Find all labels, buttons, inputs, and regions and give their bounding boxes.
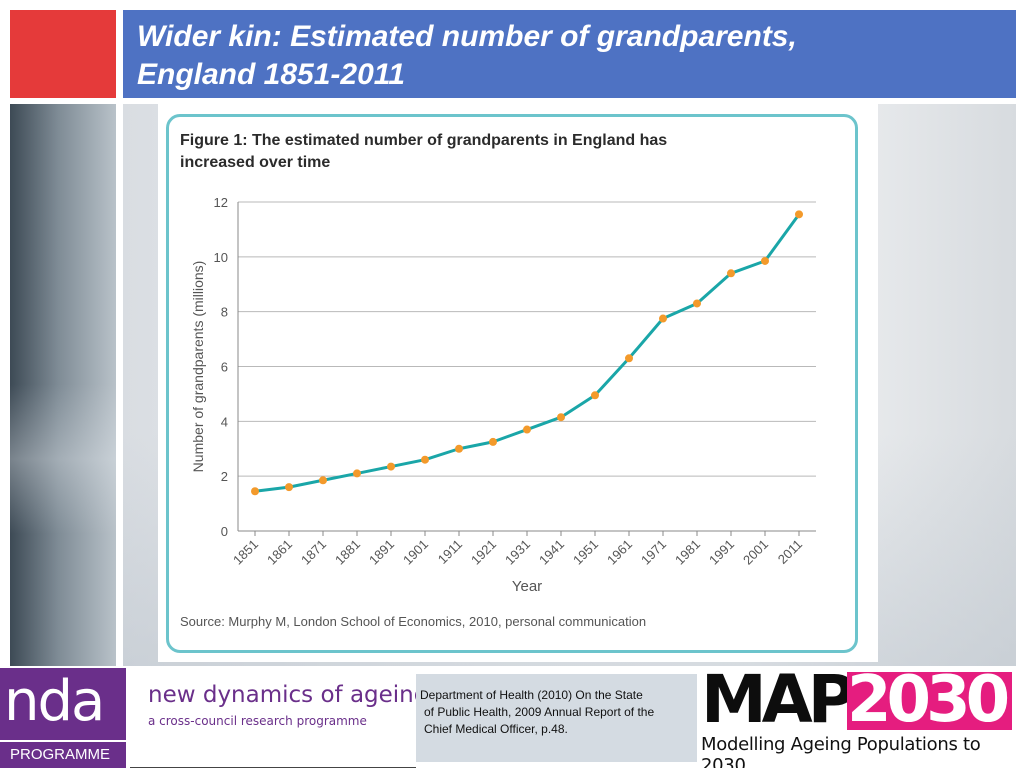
data-point-1861 <box>285 483 293 492</box>
grandparents-line-chart: 0 2 4 6 8 10 12 1851 1861 1871 1881 1891 1901 1911 192… <box>190 195 816 595</box>
nda-logo: nda PROGRAMME <box>0 668 126 768</box>
y-tick-label: 4 <box>221 414 228 429</box>
map-logo-text: MAP <box>701 661 856 738</box>
data-point-1881 <box>353 469 361 478</box>
data-point-1961 <box>625 354 633 363</box>
nda-programme-name: new dynamics of ageing <box>148 682 429 708</box>
title-bar: Wider kin: Estimated number of grandpare… <box>123 10 1016 98</box>
data-point-1971 <box>659 314 667 323</box>
figure-source: Source: Murphy M, London School of Econo… <box>180 614 647 629</box>
x-tick-label: 1941 <box>536 537 567 568</box>
data-point-1921 <box>489 437 497 446</box>
nda-programme-subtitle: a cross-council research programme <box>148 714 367 728</box>
background-left-panel <box>10 104 116 666</box>
y-axis-label: Number of grandparents (millions) <box>190 261 206 473</box>
figure-frame <box>166 114 858 653</box>
figure-card: Figure 1: The estimated number of grandp… <box>158 104 878 662</box>
x-tick-label: 1961 <box>604 537 635 568</box>
data-point-1991 <box>727 269 735 278</box>
data-point-1901 <box>421 455 429 464</box>
x-tick-label: 1971 <box>638 537 669 568</box>
x-tick-label: 1861 <box>264 537 295 568</box>
red-accent-block <box>10 10 116 98</box>
x-tick-label: 1911 <box>435 537 465 567</box>
slide-title: Wider kin: Estimated number of grandpare… <box>137 18 997 94</box>
data-point-2011 <box>795 210 803 219</box>
x-tick-label: 1931 <box>502 537 533 568</box>
citation-box: Department of Health (2010) On the State… <box>416 674 697 762</box>
map-logo-year-block: 2030 <box>847 668 1012 732</box>
figure-title-line1: Figure 1: The estimated number of grandp… <box>180 132 668 149</box>
citation-line2: of Public Health, 2009 Annual Report of … <box>424 705 655 719</box>
citation-line1: Department of Health (2010) On the State <box>420 688 643 702</box>
figure-title-line2: increased over time <box>180 154 331 171</box>
x-tick-label: 1901 <box>400 537 431 568</box>
figure-title: Figure 1: The estimated number of grandp… <box>180 130 780 174</box>
x-axis-label: Year <box>512 578 542 595</box>
data-point-1851 <box>251 487 259 496</box>
x-tick-label: 1891 <box>366 537 397 568</box>
y-tick-label: 2 <box>221 469 228 484</box>
y-tick-label: 6 <box>221 360 228 375</box>
y-tick-label: 12 <box>214 195 228 210</box>
x-tick-label: 2001 <box>740 537 771 568</box>
data-point-1931 <box>523 425 531 434</box>
data-point-1951 <box>591 391 599 400</box>
y-tick-label: 0 <box>221 524 228 539</box>
x-tick-label: 1991 <box>706 537 737 568</box>
data-point-1941 <box>557 413 565 422</box>
citation-line3: Chief Medical Officer, p.48. <box>424 722 568 736</box>
x-tick-label: 2011 <box>775 537 805 567</box>
nda-logo-text: nda <box>4 669 105 734</box>
y-tick-label: 8 <box>221 305 228 320</box>
map-logo-year: 2030 <box>847 663 1010 737</box>
data-point-1911 <box>455 444 463 453</box>
x-tick-label: 1981 <box>672 537 703 568</box>
x-tick-label: 1871 <box>298 537 329 568</box>
series-line <box>254 213 801 493</box>
data-point-1871 <box>319 476 327 485</box>
y-tick-label: 10 <box>214 250 228 265</box>
data-point-2001 <box>761 256 769 265</box>
x-tick-label: 1851 <box>230 537 261 568</box>
data-point-1981 <box>693 299 701 308</box>
x-tick-label: 1881 <box>332 537 363 568</box>
slide-title-line1: Wider kin: Estimated number of grandpare… <box>137 20 797 53</box>
x-tick-label: 1951 <box>570 537 601 568</box>
x-tick-label: 1921 <box>468 537 499 568</box>
map2030-logo: MAP 2030 Modelling Ageing Populations to… <box>701 667 1014 768</box>
map-logo-subtitle: Modelling Ageing Populations to 2030 <box>701 734 981 768</box>
nda-programme-label: PROGRAMME <box>0 740 126 768</box>
data-point-1891 <box>387 462 395 471</box>
slide-title-line2: England 1851-2011 <box>137 58 405 91</box>
